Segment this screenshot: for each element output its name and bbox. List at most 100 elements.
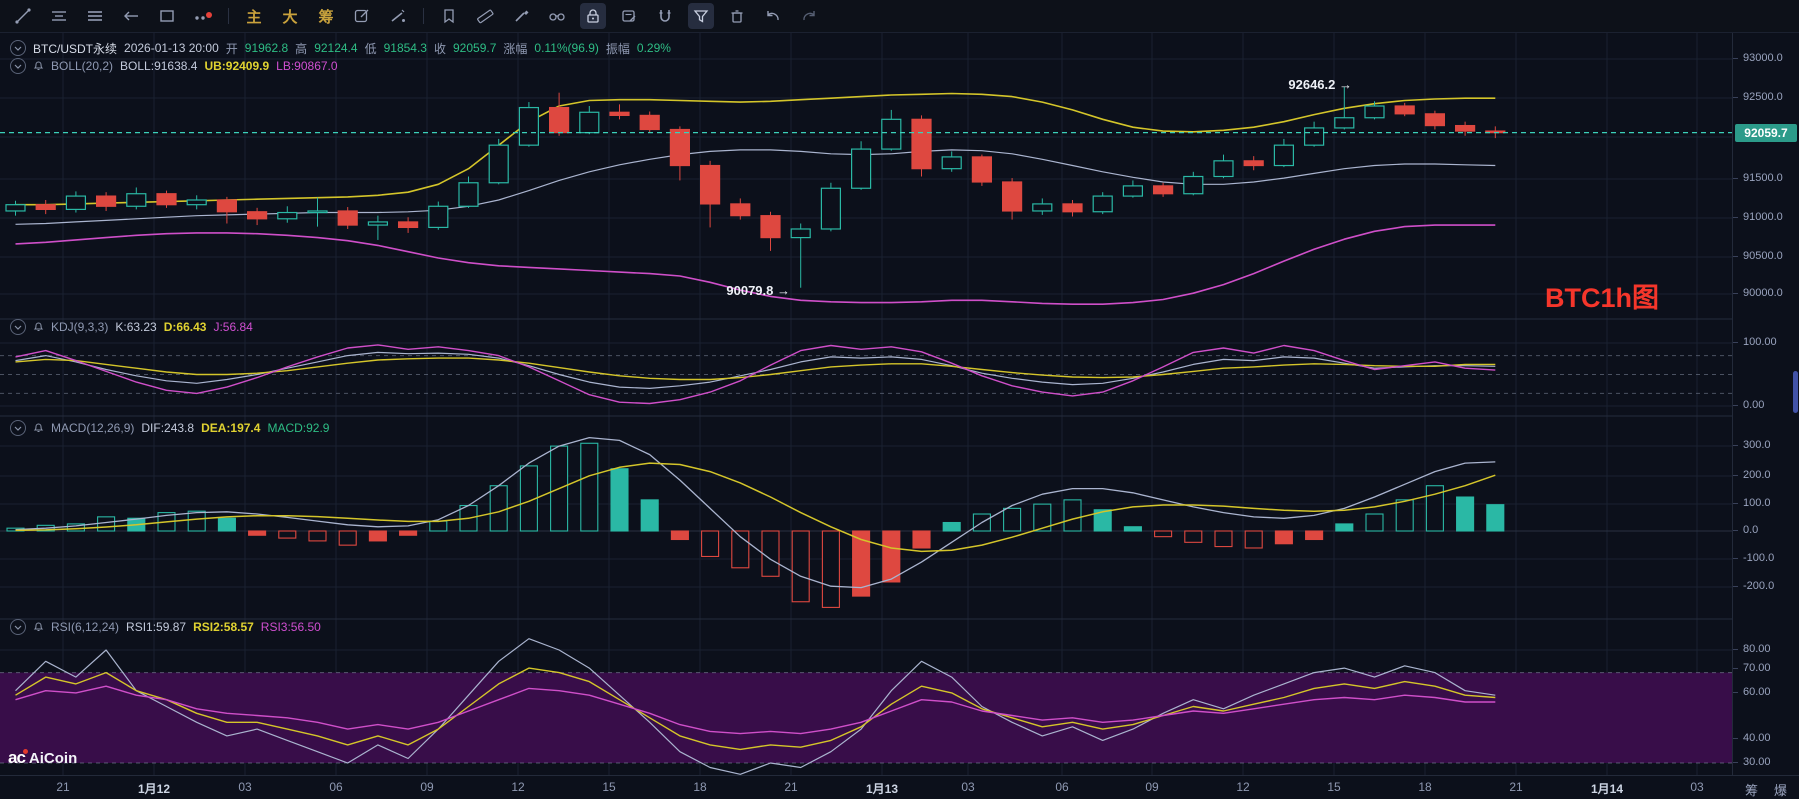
align-lines-icon[interactable] [46,3,72,29]
macd-value: MACD:92.9 [267,421,330,435]
edit-box-icon[interactable] [349,3,375,29]
axis-tick [1733,445,1738,446]
menu-lines-icon[interactable] [82,3,108,29]
axis-tick [1733,475,1738,476]
ohlc-label: 振幅 [605,41,630,56]
axis-tick [1733,256,1738,257]
ruler-icon[interactable] [472,3,498,29]
redo-icon[interactable] [796,3,822,29]
time-axis-label: 03 [1690,780,1704,794]
symbol-info-row[interactable]: BTC/USDT永续 2026-01-13 20:00 开 91962.8 高 92124… [10,40,671,56]
chip-distribution-button[interactable]: 筹 [318,8,334,26]
time-axis-label: 09 [1145,780,1159,794]
more-dots-red-icon[interactable] [190,3,216,29]
macd-indicator-row[interactable]: MACD(12,26,9) DIF:243.8 DEA:197.4 MACD:92.9 [10,420,329,436]
price-axis-label: 100.0 [1743,497,1771,509]
ohlc-value: 91854.3 [383,41,427,55]
kdj-indicator-row[interactable]: KDJ(9,3,3) K:63.23 D:66.43 J:56.84 [10,319,253,335]
price-axis-label: 80.00 [1743,643,1771,655]
axis-tick [1733,293,1738,294]
price-axis-label: 40.00 [1743,732,1771,744]
axis-tick [1733,530,1738,531]
undo-icon[interactable] [760,3,786,29]
axis-tick [1733,217,1738,218]
lock-icon[interactable] [580,3,606,29]
time-axis-label: 03 [961,780,975,794]
time-axis-label: 09 [420,780,434,794]
macd-name: MACD(12,26,9) [51,421,135,435]
magnet-icon[interactable] [652,3,678,29]
price-axis-label: 0.00 [1743,399,1765,411]
ohlc-value: 0.29% [636,41,671,55]
bottom-toggle-筹[interactable]: 筹 [1745,783,1759,798]
scrollbar-thumb[interactable] [1793,371,1798,413]
chart-plot[interactable]: 92646.2 → 90079.8 → [0,33,1732,775]
time-axis-label: 12 [511,780,525,794]
boll-mid-value: BOLL:91638.4 [120,59,198,73]
price-axis-label: 300.0 [1743,439,1771,451]
ohlc-label: 收 [433,41,446,56]
trend-line-icon[interactable] [10,3,36,29]
arrow-left-icon[interactable] [118,3,144,29]
axis-tick [1733,97,1738,98]
alert-bell-icon[interactable] [33,59,44,74]
chevron-down-icon[interactable] [10,420,26,436]
price-axis-label: 91500.0 [1743,172,1783,184]
chevron-down-icon[interactable] [10,319,26,335]
chevron-down-icon[interactable] [10,58,26,74]
time-axis[interactable]: 21 1月12 03 06 09 12 15 18 21 1月13 03 06 09 12 15 18 21 1月… [0,775,1799,799]
boll-lb-value: LB:90867.0 [276,59,338,73]
time-axis-label: 12 [1236,780,1250,794]
chevron-down-icon[interactable] [10,619,26,635]
bookmark-icon[interactable] [436,3,462,29]
price-axis[interactable]: 92059.7 93000.0 92500.0 91500.0 91000.0 9050… [1732,33,1799,775]
chart-watermark: BTC1h图 [1545,283,1659,313]
ohlc-value: 0.11%(96.9) [534,41,599,55]
large-view-button[interactable]: 大 [282,8,298,26]
bottom-toggle-爆[interactable]: 爆 [1774,783,1788,798]
note-edit-icon[interactable] [616,3,642,29]
marker-pen-icon[interactable] [508,3,534,29]
price-axis-label: 90000.0 [1743,287,1783,299]
price-axis-label: 0.0 [1743,524,1759,536]
time-axis-label: 21 [784,780,798,794]
rsi3-value: RSI3:56.50 [260,620,321,634]
time-axis-label: 1月12 [137,782,171,796]
trash-icon[interactable] [724,3,750,29]
axis-tick [1733,558,1738,559]
axis-tick [1733,586,1738,587]
rectangle-icon[interactable] [154,3,180,29]
aicoin-logo: ac AiCoin [8,748,77,768]
ohlc-label: 高 [295,41,308,56]
time-axis-label: 18 [1418,780,1432,794]
binoculars-icon[interactable] [544,3,570,29]
kdj-k-value: K:63.23 [115,320,157,334]
time-axis-label: 15 [1327,780,1341,794]
time-axis-label: 06 [329,780,343,794]
price-axis-label: -200.0 [1743,580,1775,592]
rsi1-value: RSI1:59.87 [126,620,187,634]
axis-tick [1733,762,1738,763]
chevron-down-icon[interactable] [10,40,26,56]
aicoin-logo-text: AiCoin [28,749,78,767]
price-axis-label: 60.00 [1743,686,1771,698]
alert-bell-icon[interactable] [33,620,44,635]
boll-ub-value: UB:92409.9 [204,59,270,73]
main-kline-button[interactable]: 主 [246,8,262,26]
macd-dea-value: DEA:197.4 [201,421,261,435]
magic-wand-icon[interactable] [385,3,411,29]
axis-tick [1733,405,1738,406]
time-axis-label: 03 [238,780,252,794]
alert-bell-icon[interactable] [33,320,44,335]
boll-indicator-row[interactable]: BOLL(20,2) BOLL:91638.4 UB:92409.9 LB:90867… [10,58,338,74]
rsi-indicator-row[interactable]: RSI(6,12,24) RSI1:59.87 RSI2:58.57 RSI3:56.… [10,619,321,635]
axis-tick [1733,503,1738,504]
time-axis-label: 1月14 [1590,782,1624,796]
ohlc-value: 92059.7 [453,41,497,55]
time-axis-label: 15 [602,780,616,794]
kdj-d-value: D:66.43 [163,320,207,334]
alert-bell-icon[interactable] [33,421,44,436]
axis-tick [1733,692,1738,693]
filter-icon[interactable] [688,3,714,29]
